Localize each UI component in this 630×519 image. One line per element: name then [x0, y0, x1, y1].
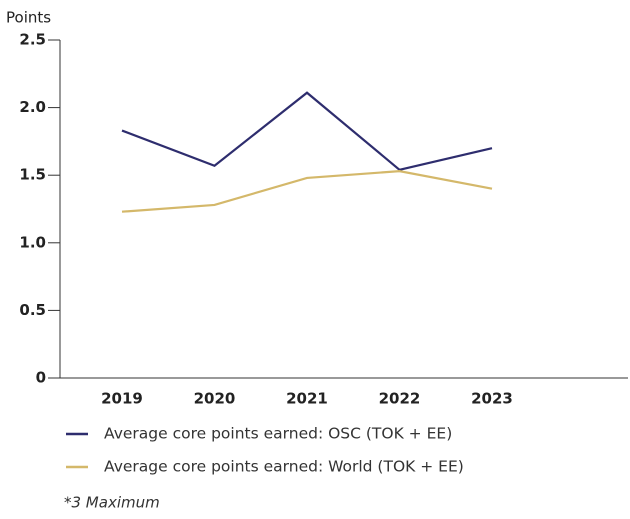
x-tick-label: 2019	[101, 390, 143, 408]
x-tick-label: 2020	[194, 390, 236, 408]
y-axis-label: Points	[6, 9, 51, 27]
y-tick-label: 1.5	[19, 166, 46, 184]
y-tick-label: 2.0	[19, 98, 46, 116]
x-tick-label: 2022	[379, 390, 421, 408]
y-tick-label: 0	[36, 369, 46, 387]
legend-label: Average core points earned: World (TOK +…	[104, 458, 464, 476]
series-line	[121, 91, 493, 171]
y-tick-label: 0.5	[19, 301, 46, 319]
note: *3 Maximum	[64, 494, 160, 512]
legend-label: Average core points earned: OSC (TOK + E…	[104, 425, 452, 443]
y-tick-label: 2.5	[19, 31, 46, 49]
y-tick-label: 1.0	[19, 233, 46, 251]
x-tick-label: 2023	[471, 390, 513, 408]
x-tick-label: 2021	[286, 390, 328, 408]
series-line	[121, 170, 493, 213]
